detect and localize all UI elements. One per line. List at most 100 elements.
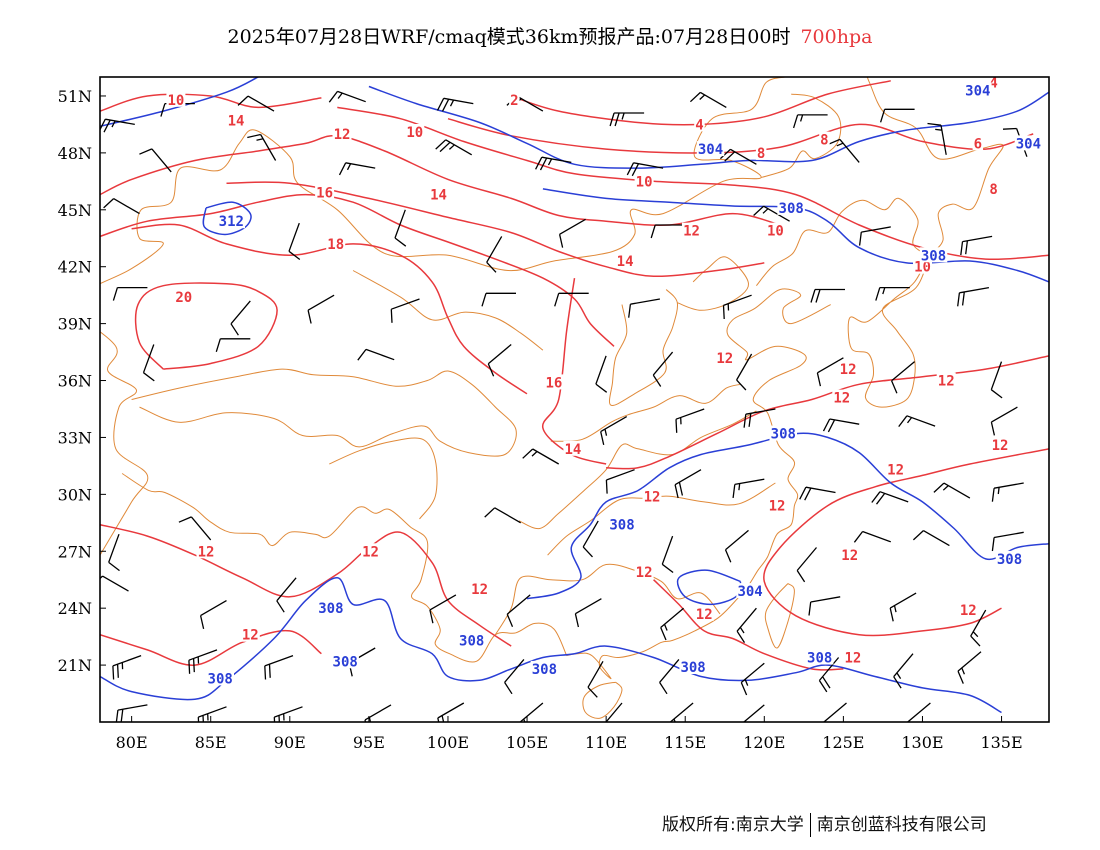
wind-barb xyxy=(484,507,522,524)
wind-barb xyxy=(587,660,604,698)
wind-barb xyxy=(853,530,892,543)
wind-barb xyxy=(875,286,910,301)
copyright-right: 南京创蓝科技有限公司 xyxy=(816,815,987,835)
wind-barb xyxy=(740,662,765,696)
wind-barb xyxy=(628,298,661,318)
boundary-line xyxy=(329,437,438,520)
boundary-line xyxy=(131,368,517,457)
contour-label-bg xyxy=(694,605,714,621)
contour-label-bg xyxy=(331,653,359,669)
wind-barb xyxy=(626,162,664,177)
contour-label: 12 xyxy=(242,628,259,644)
contour-label: 12 xyxy=(683,224,700,240)
wind-barb xyxy=(582,520,599,558)
wind-barb xyxy=(522,448,560,465)
footer-separator xyxy=(809,813,811,837)
contour-label-bg xyxy=(332,125,352,141)
wind-barb xyxy=(753,205,790,222)
wind-barb xyxy=(991,531,1024,552)
wind-barb xyxy=(898,415,936,427)
contour-label: 308 xyxy=(609,518,634,534)
wind-barb xyxy=(719,148,757,165)
contour-label: 20 xyxy=(175,290,192,306)
contour-label: 12 xyxy=(840,362,857,378)
contour-label-bg xyxy=(736,583,764,599)
boundary-line xyxy=(566,288,831,680)
wind-barb xyxy=(264,654,294,680)
contour-label: 12 xyxy=(769,499,786,515)
boundary-line xyxy=(608,289,679,406)
wind-barb xyxy=(437,702,465,722)
contour-label: 308 xyxy=(318,601,343,617)
x-tick-label: 95E xyxy=(353,733,385,752)
contour-label: 12 xyxy=(887,463,904,479)
contour-label: 8 xyxy=(757,146,765,162)
wind-barb xyxy=(660,607,685,641)
contour-label-bg xyxy=(315,184,335,200)
wind-barb xyxy=(197,706,227,722)
wind-barb xyxy=(519,702,544,722)
y-tick-label: 42N xyxy=(58,258,92,277)
wind-barb xyxy=(338,162,376,176)
contour-label-bg xyxy=(988,180,999,196)
contour-label: 8 xyxy=(989,182,997,198)
wind-barb xyxy=(506,594,531,627)
contour-label: 12 xyxy=(833,391,850,407)
contour-label-bg xyxy=(429,186,448,202)
x-tick-label: 100E xyxy=(427,733,469,752)
contour-label: 2 xyxy=(510,93,518,109)
wind-barb xyxy=(215,338,251,352)
contour-label-bg xyxy=(634,173,654,189)
contour-label-bg xyxy=(470,581,490,597)
wind-barb xyxy=(142,344,155,382)
wind-barb xyxy=(435,139,473,156)
contour-label: 308 xyxy=(208,671,233,687)
temperature-isoline xyxy=(447,117,1034,154)
boundary-line xyxy=(518,410,757,530)
contour-label: 14 xyxy=(617,254,634,270)
contour-label-bg xyxy=(777,199,805,215)
contour-label-bg xyxy=(843,649,863,665)
contour-label: 312 xyxy=(219,214,244,230)
wind-barb xyxy=(307,294,335,324)
wind-barb xyxy=(390,298,420,323)
contour-label: 12 xyxy=(696,607,713,623)
contour-label-bg xyxy=(317,600,345,616)
contour-label-bg xyxy=(326,235,346,251)
x-tick-label: 85E xyxy=(195,733,227,752)
contour-label: 12 xyxy=(841,548,858,564)
contour-label-bg xyxy=(886,461,906,477)
wind-barb xyxy=(100,118,135,133)
copyright-footer: 版权所有:南京大学 南京创蓝科技有限公司 xyxy=(662,810,987,837)
contour-label-bg xyxy=(679,659,707,674)
wind-barb xyxy=(742,704,765,722)
contour-label-bg xyxy=(166,91,186,107)
wind-barb xyxy=(199,600,227,630)
contour-label-bg xyxy=(1014,135,1043,151)
wind-barb xyxy=(481,292,516,307)
contour-label: 4 xyxy=(989,76,997,92)
contour-label: 308 xyxy=(779,201,804,217)
y-tick-label: 48N xyxy=(58,144,92,163)
chart-title: 2025年07月28日WRF/cmaq模式36km预报产品:07月28日00时 7… xyxy=(0,22,1100,49)
boundary-line xyxy=(760,93,842,178)
boundary-line xyxy=(550,383,741,442)
contour-label: 308 xyxy=(771,427,796,443)
wind-barb xyxy=(816,357,844,387)
contour-label-bg xyxy=(767,497,787,513)
boundary-line xyxy=(121,473,568,663)
temperature-isoline xyxy=(100,629,322,666)
contour-label: 308 xyxy=(333,654,358,670)
contour-label-bg xyxy=(936,372,956,388)
contour-label-bg xyxy=(174,289,194,305)
wind-barb xyxy=(732,478,765,498)
wind-barb xyxy=(605,702,623,722)
contour-label-bg xyxy=(913,258,932,274)
temperature-isoline xyxy=(100,93,322,112)
contour-label: 12 xyxy=(471,582,488,598)
contour-label-bg xyxy=(972,135,984,151)
y-tick-label: 33N xyxy=(58,428,92,447)
contour-label-bg xyxy=(682,222,701,238)
wind-barb xyxy=(792,114,828,129)
contour-label-bg xyxy=(919,247,948,263)
